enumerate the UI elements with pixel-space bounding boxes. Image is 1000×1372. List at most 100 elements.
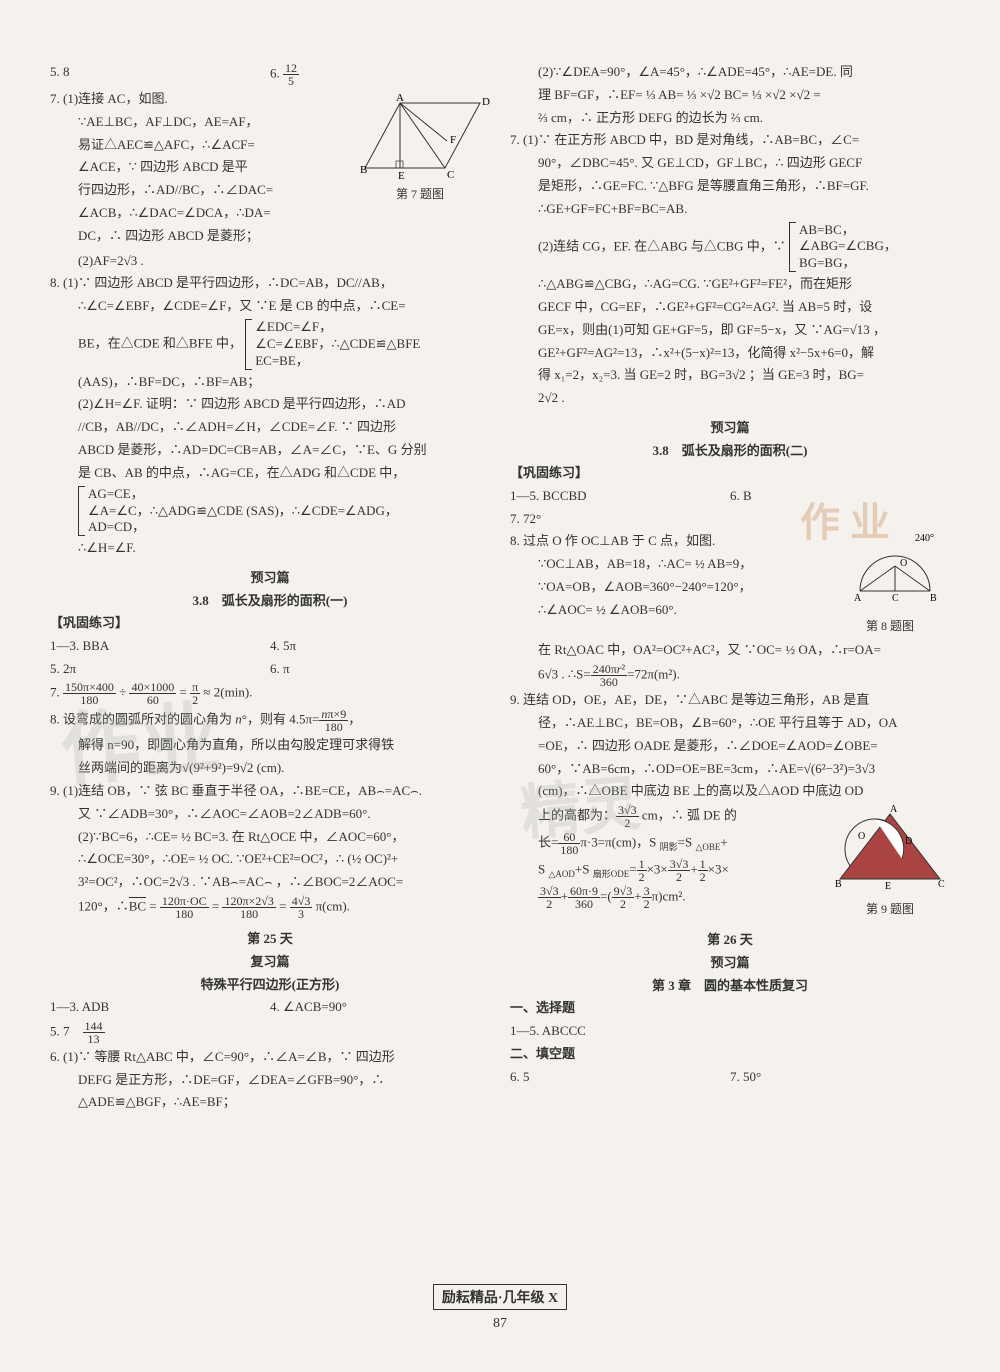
text-line: 又 ∵∠ADB=30°，∴∠AOC=∠AOB=2∠ADB=60°.: [50, 804, 490, 825]
text-line: 6√3 . ∴S=240πr²360=72π(m²).: [510, 663, 950, 688]
svg-text:240°: 240°: [915, 533, 934, 544]
section-subheading: 3.8 弧长及扇形的面积(二): [510, 440, 950, 459]
svg-text:B: B: [360, 164, 367, 176]
answer-row: 1—3. BBA 4. 5π: [50, 636, 490, 657]
text-line: ∴GE+GF=FC+BF=BC=AB.: [510, 199, 950, 220]
figure-caption: 第 9 题图: [830, 900, 950, 917]
text-line: ∠ACB，∴∠DAC=∠DCA，∴DA=: [50, 203, 490, 224]
text-line: (AAS)，∴BF=DC，∴BF=AB；: [50, 372, 490, 393]
section-heading: 第 26 天: [510, 929, 950, 948]
answer-row: 1—3. ADB 4. ∠ACB=90°: [50, 997, 490, 1018]
section-label: 【巩固练习】: [510, 463, 950, 484]
text-line: ∴∠C=∠EBF，∠CDE=∠F，又 ∵E 是 CB 的中点，∴CE=: [50, 296, 490, 317]
svg-text:A: A: [854, 593, 862, 604]
section-subheading: 3.8 弧长及扇形的面积(一): [50, 590, 490, 609]
text-line: 1—5. ABCCC: [510, 1021, 950, 1042]
svg-text:O: O: [858, 831, 865, 842]
svg-text:F: F: [450, 134, 456, 146]
text-line: =OE，∴ 四边形 OADE 是菱形，∴∠DOE=∠AOD=∠OBE=: [510, 736, 950, 757]
text-line: GE=x，则由(1)可知 GE+GF=5，即 GF=5−x，又 ∵AG=√13 …: [510, 320, 950, 341]
figure-8: 240° O A C B 第 8 题图: [830, 531, 950, 634]
text-line: 90°，∠DBC=45°. 又 GE⊥CD，GF⊥BC，∴ 四边形 GECF: [510, 153, 950, 174]
text-line: 丝两端间的距离为√(9²+9²)=9√2 (cm).: [50, 758, 490, 779]
text-line: ∴∠OCE=30°，∴OE= ½ OC. ∵OE²+CE²=OC²，∴ (½ O…: [50, 849, 490, 870]
part-label: 二、填空题: [510, 1044, 950, 1065]
text-line: (2)AF=2√3 .: [50, 251, 490, 272]
left-column: 5. 8 6. 125 A D B C E F 第 7 题图 7. (1)连接 …: [50, 60, 490, 1115]
text-line: DEFG 是正方形，∴DE=GF，∠DEA=∠GFB=90°，∴: [50, 1070, 490, 1091]
svg-text:C: C: [447, 169, 454, 181]
brace-group: AG=CE， ∠A=∠C，∴△ADG≌△CDE (SAS)，∴∠CDE=∠ADG…: [78, 486, 398, 537]
page-number: 87: [0, 1316, 1000, 1332]
svg-text:D: D: [482, 96, 490, 108]
text-line: (2)∵∠DEA=90°，∠A=45°，∴∠ADE=45°，∴AE=DE. 同: [510, 62, 950, 83]
text-line: GECF 中，CG=EF，∴GE²+GF²=CG²=AG². 当 AB=5 时，…: [510, 297, 950, 318]
text-line: GE²+GF²=AG²=13，∴x²+(5−x)²=13，化简得 x²−5x+6…: [510, 343, 950, 364]
text-line: 径，∴AE⊥BC，BE=OB，∠B=60°，∴OE 平行且等于 AD，OA: [510, 713, 950, 734]
page-footer: 励耘精品·几年级 X 87: [0, 1284, 1000, 1332]
figure-9: A O D B E C 第 9 题图: [830, 804, 950, 917]
svg-text:D: D: [905, 836, 912, 847]
text-line: 120°，∴BC = 120π·OC180 = 120π×2√3180 = 4√…: [50, 895, 490, 920]
answer-row: 5. 2π 6. π: [50, 659, 490, 680]
figure-caption: 第 7 题图: [350, 185, 490, 202]
text-line: ⅔ cm，∴ 正方形 DEFG 的边长为 ⅔ cm.: [510, 108, 950, 129]
text-line: (2)∠H=∠F. 证明：∵ 四边形 ABCD 是平行四边形，∴AD: [50, 394, 490, 415]
svg-text:C: C: [938, 879, 945, 890]
text-line: 5. 7 14413: [50, 1020, 490, 1045]
text-line: BE，在△CDE 和△BFE 中， ∠EDC=∠F， ∠C=∠EBF，∴△CDE…: [50, 319, 490, 370]
text-line: (2)∵BC=6，∴CE= ½ BC=3. 在 Rt△OCE 中，∠AOC=60…: [50, 827, 490, 848]
text-line: ABCD 是菱形，∴AD=DC=CB=AB，∠A=∠C，∵E、G 分别: [50, 440, 490, 461]
text-line: 是 CB、AB 的中点，∴AG=CE，在△ADG 和△CDE 中，: [50, 463, 490, 484]
text-line: 得 x₁=2，x₂=3. 当 GE=2 时，BG=3√2 ；当 GE=3 时，B…: [510, 365, 950, 386]
section-subheading: 复习篇: [50, 951, 490, 970]
figure-7: A D B C E F 第 7 题图: [350, 93, 490, 202]
brace-group: AB=BC， ∠ABG=∠CBG， BG=BG，: [789, 222, 897, 273]
section-subheading: 特殊平行四边形(正方形): [50, 974, 490, 993]
text-line: 60°，∵AB=6cm，∴OD=OE=BE=3cm，∴AE=√(6²−3²)=3…: [510, 759, 950, 780]
svg-text:A: A: [890, 804, 898, 815]
text-line: (2)连结 CG，EF. 在△ABG 与△CBG 中，∵ AB=BC， ∠ABG…: [510, 222, 950, 273]
text-line: //CB，AB//DC，∴∠ADH=∠H，∠CDE=∠F. ∵ 四边形: [50, 417, 490, 438]
text-line: AG=CE， ∠A=∠C，∴△ADG≌△CDE (SAS)，∴∠CDE=∠ADG…: [50, 486, 490, 537]
answer-row: 1—5. BCCBD 6. B: [510, 486, 950, 507]
svg-text:C: C: [892, 593, 899, 604]
text-line: 9. (1)连结 OB，∵ 弦 BC 垂直于半径 OA，∴BE=CE，AB⌢=A…: [50, 781, 490, 802]
text-line: 7. (1)∵ 在正方形 ABCD 中，BD 是对角线，∴AB=BC，∠C=: [510, 130, 950, 151]
section-heading: 预习篇: [50, 567, 490, 586]
text-line: 9. 连结 OD，OE，AE，DE，∵△ABC 是等边三角形，AB 是直: [510, 690, 950, 711]
section-subheading: 第 3 章 圆的基本性质复习: [510, 975, 950, 994]
text-line: 7. 150π×400180 ÷ 40×100060 = π2 ≈ 2(min)…: [50, 681, 490, 706]
text-line: 6. (1)∵ 等腰 Rt△ABC 中，∠C=90°，∴∠A=∠B，∵ 四边形: [50, 1047, 490, 1068]
text-line: (cm)，∴△OBE 中底边 BE 上的高以及△AOD 中底边 OD: [510, 781, 950, 802]
part-label: 一、选择题: [510, 998, 950, 1019]
svg-text:B: B: [835, 879, 842, 890]
text-line: 3²=OC²，∴OC=2√3 . ∵AB⌢=AC⌢ ，∴∠BOC=2∠AOC=: [50, 872, 490, 893]
text-line: 是矩形，∴GE=FC. ∵△BFG 是等腰直角三角形，∴BF=GF.: [510, 176, 950, 197]
text-line: DC，∴ 四边形 ABCD 是菱形；: [50, 226, 490, 247]
text-line: 解得 n=90，即圆心角为直角，所以由勾股定理可求得铁: [50, 735, 490, 756]
text-line: △ADE≌△BGF，∴AE=BF；: [50, 1092, 490, 1113]
brace-group: ∠EDC=∠F， ∠C=∠EBF，∴△CDE≌△BFE EC=BE，: [245, 319, 420, 370]
answer-row: 5. 8 6. 125: [50, 62, 490, 87]
right-column: (2)∵∠DEA=90°，∠A=45°，∴∠ADE=45°，∴AE=DE. 同 …: [510, 60, 950, 1115]
text-line: 8. 设弯成的圆弧所对的圆心角为 n°，则有 4.5π=nπ×9180，: [50, 708, 490, 733]
text-line: 理 BF=GF，∴EF= ⅓ AB= ⅓ ×√2 BC= ⅓ ×√2 ×√2 =: [510, 85, 950, 106]
text-line: 7. 72°: [510, 509, 950, 530]
text-line: ∴∠H=∠F.: [50, 538, 490, 559]
footer-title: 励耘精品·几年级 X: [433, 1284, 567, 1310]
section-subheading: 预习篇: [510, 952, 950, 971]
svg-text:O: O: [900, 558, 907, 569]
text-line: 在 Rt△OAC 中，OA²=OC²+AC²，又 ∵OC= ½ OA，∴r=OA…: [510, 640, 950, 661]
section-heading: 第 25 天: [50, 928, 490, 947]
svg-text:B: B: [930, 593, 937, 604]
page-content: 5. 8 6. 125 A D B C E F 第 7 题图 7. (1)连接 …: [50, 60, 950, 1115]
vertex-label: A: [396, 93, 404, 104]
text-line: 2√2 .: [510, 388, 950, 409]
section-label: 【巩固练习】: [50, 613, 490, 634]
svg-text:E: E: [885, 881, 891, 892]
text-line: ∴△ABG≌△CBG，∴AG=CG. ∵GE²+GF²=FE²，而在矩形: [510, 274, 950, 295]
svg-text:E: E: [398, 170, 405, 182]
figure-caption: 第 8 题图: [830, 617, 950, 634]
section-heading: 预习篇: [510, 417, 950, 436]
